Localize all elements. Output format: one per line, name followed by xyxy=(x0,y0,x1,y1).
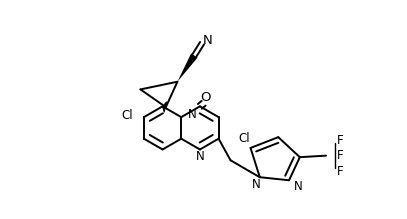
Polygon shape xyxy=(177,53,197,82)
Text: N: N xyxy=(188,108,197,121)
Text: O: O xyxy=(200,91,210,104)
Text: Cl: Cl xyxy=(239,132,250,145)
Text: F: F xyxy=(337,134,344,147)
Text: N: N xyxy=(294,180,302,193)
Text: N: N xyxy=(203,34,212,47)
Text: N: N xyxy=(252,178,261,191)
Text: Cl: Cl xyxy=(122,109,133,122)
Text: F: F xyxy=(337,149,344,162)
Text: F: F xyxy=(337,164,344,178)
Text: N: N xyxy=(196,150,205,163)
